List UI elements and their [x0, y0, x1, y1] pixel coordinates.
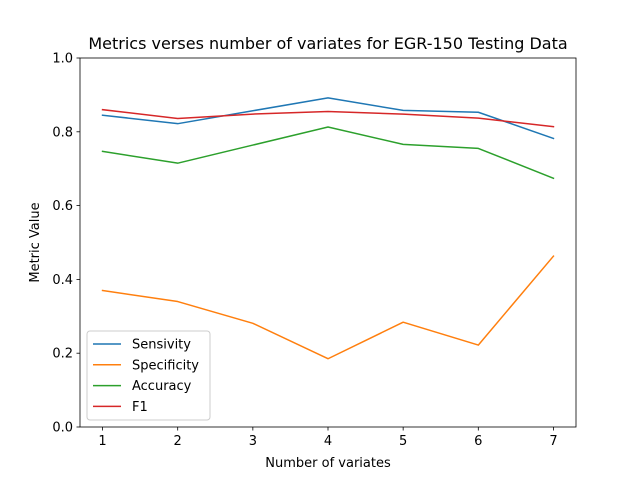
x-tick-label: 3 — [249, 434, 257, 449]
y-tick-label: 1.0 — [52, 52, 73, 67]
legend-box — [86, 330, 211, 421]
legend: Sensivity Specificity Accuracy F1 — [86, 330, 211, 421]
series-line-accuracy — [101, 126, 555, 180]
series-line-f1 — [101, 108, 555, 128]
x-tick-label: 7 — [549, 434, 557, 449]
x-tick-label: 4 — [324, 434, 332, 449]
chart-title: Metrics verses number of variates for EG… — [88, 34, 567, 53]
y-tick-label: 0.0 — [52, 421, 73, 436]
plot-area: 1 2 3 4 5 6 7 0.0 0.2 0.4 0.6 0.8 1.0 — [52, 52, 577, 449]
y-tick-label: 0.6 — [52, 199, 73, 214]
legend-label-accuracy: Accuracy — [132, 379, 192, 394]
x-tick-label: 2 — [174, 434, 182, 449]
y-tick-label: 0.4 — [52, 273, 73, 288]
y-tick-label: 0.2 — [52, 347, 73, 362]
y-axis-label: Metric Value — [28, 202, 43, 282]
x-tick-label: 6 — [474, 434, 482, 449]
legend-label-sensivity: Sensivity — [132, 338, 191, 353]
x-axis-label: Number of variates — [265, 456, 391, 471]
legend-label-f1: F1 — [132, 400, 148, 415]
y-tick-label: 0.8 — [52, 125, 73, 140]
series-line-sensivity — [101, 97, 555, 140]
x-tick-label: 1 — [98, 434, 106, 449]
x-tick-label: 5 — [399, 434, 407, 449]
series-line-specificity — [101, 255, 555, 360]
legend-label-specificity: Specificity — [132, 358, 199, 373]
